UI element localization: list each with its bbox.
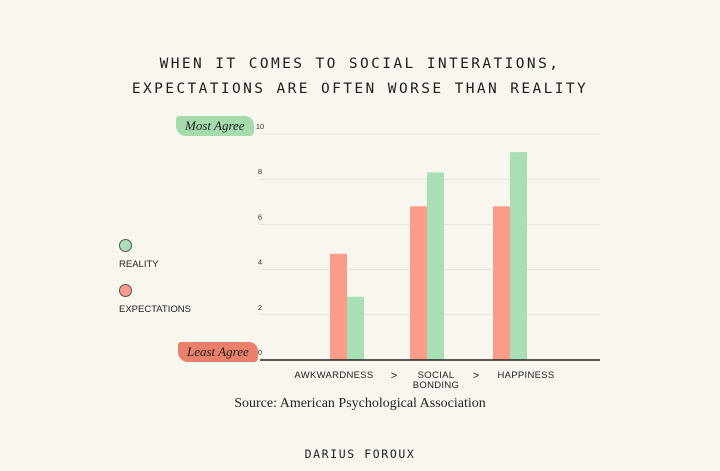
source-caption: Source: American Psychological Associati… bbox=[0, 396, 720, 412]
y-tick-label: 2 bbox=[258, 303, 262, 312]
bar-reality-1 bbox=[427, 172, 444, 360]
reality-color-swatch bbox=[119, 239, 132, 252]
least-agree-label: Least Agree bbox=[178, 342, 258, 362]
y-tick-label: 6 bbox=[258, 212, 262, 221]
y-tick-label: 8 bbox=[258, 167, 262, 176]
bar-reality-2 bbox=[510, 152, 527, 360]
x-tick-label: HAPPINESS bbox=[497, 370, 554, 381]
category-separator: > bbox=[391, 370, 397, 382]
y-tick-label: 0 bbox=[258, 348, 262, 357]
bar-reality-0 bbox=[347, 297, 364, 360]
x-tick-label: BONDING bbox=[413, 380, 459, 391]
legend-label-reality: REALITY bbox=[119, 259, 159, 270]
bar-expectations-2 bbox=[493, 206, 510, 360]
legend-label-expectations: EXPECTATIONS bbox=[119, 304, 191, 315]
y-tick-label: 4 bbox=[258, 258, 262, 267]
expectations-color-swatch bbox=[119, 284, 132, 297]
author-signature: DARIUS FOROUX bbox=[0, 447, 720, 461]
bar-expectations-0 bbox=[330, 254, 347, 360]
most-agree-label: Most Agree bbox=[176, 116, 254, 136]
x-tick-label: AWKWARDNESS bbox=[294, 370, 373, 381]
category-separator: > bbox=[473, 370, 479, 382]
y-tick-label: 10 bbox=[256, 122, 264, 131]
bar-expectations-1 bbox=[410, 206, 427, 360]
